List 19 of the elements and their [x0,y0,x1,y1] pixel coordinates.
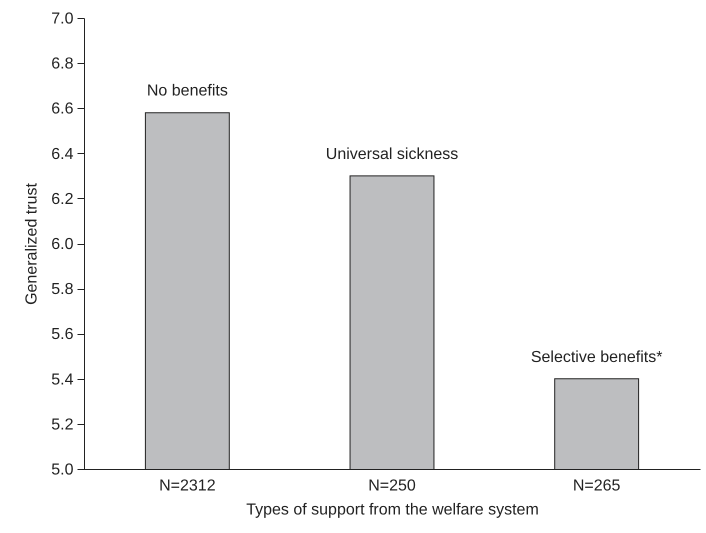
x-tick-label: N=2312 [159,478,216,494]
y-tick-label: 7.0 [51,10,74,28]
annotation: Selective benefits* [530,348,662,366]
x-tick-label: N=250 [368,478,416,494]
y-tick-label: 6.8 [51,56,74,73]
x-axis-title: Types of support from the welfare system [246,502,539,518]
x-tick-label: N=265 [572,478,621,494]
annotation: No benefits [146,82,228,100]
annotation: Universal sickness [326,146,458,163]
y-tick-label: 6.4 [51,146,74,163]
y-tick-label: 5.2 [51,416,74,434]
y-axis-title: Generalized trust [23,182,40,305]
y-tick-label: 5.0 [51,462,74,478]
y-tick-label: 6.0 [51,236,74,253]
y-tick-label: 6.2 [51,190,74,208]
y-tick-label: 5.8 [51,281,74,298]
y-tick-label: 5.4 [51,371,74,388]
y-tick-label: 5.6 [51,326,74,344]
y-tick-label: 6.6 [51,100,74,118]
